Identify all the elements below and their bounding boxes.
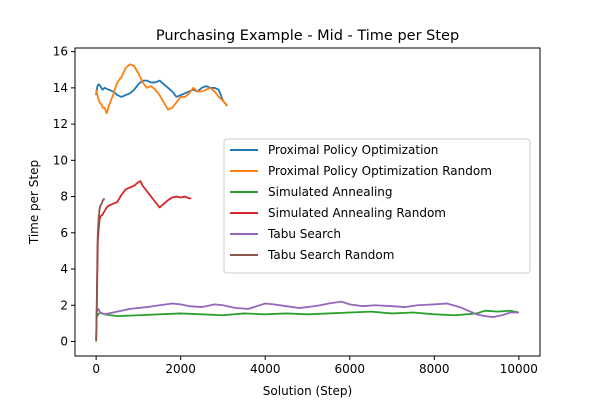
series-line-simulated-annealing — [95, 309, 520, 319]
x-tick-label: 2000 — [165, 362, 196, 376]
legend: Proximal Policy Optimization Proximal Pol… — [223, 138, 531, 274]
y-tick-label: 16 — [53, 45, 68, 59]
series-layer — [95, 63, 520, 342]
y-tick-label: 8 — [60, 190, 68, 204]
x-tick-label: 10000 — [500, 362, 538, 376]
y-axis: 0 2 4 6 8 10 12 14 16 — [53, 45, 75, 349]
series-line-tabu-search-random — [95, 197, 106, 342]
x-axis: 0 2000 4000 6000 8000 10000 — [92, 356, 538, 376]
legend-entry: Tabu Search — [267, 227, 341, 241]
x-tick-label: 4000 — [250, 362, 281, 376]
series-line-tabu-search — [95, 300, 519, 318]
chart-title: Purchasing Example - Mid - Time per Step — [156, 28, 459, 44]
legend-box — [223, 138, 531, 274]
y-tick-label: 10 — [53, 153, 68, 167]
legend-entry: Simulated Annealing — [268, 185, 393, 199]
legend-entry: Tabu Search Random — [267, 248, 394, 262]
y-tick-label: 2 — [60, 298, 68, 312]
legend-entry: Simulated Annealing Random — [268, 206, 446, 220]
y-tick-label: 14 — [53, 81, 68, 95]
x-tick-label: 0 — [92, 362, 100, 376]
series-line-proximal-policy-optimization-random — [95, 63, 228, 115]
x-tick-label: 8000 — [419, 362, 450, 376]
y-axis-label: Time per Step — [27, 160, 41, 245]
legend-entry: Proximal Policy Optimization Random — [268, 164, 492, 178]
y-tick-label: 4 — [60, 262, 68, 276]
x-tick-label: 6000 — [334, 362, 365, 376]
plot-frame — [74, 47, 541, 357]
y-tick-label: 0 — [60, 335, 68, 349]
legend-entry: Proximal Policy Optimization — [268, 143, 438, 157]
series-line-simulated-annealing-random — [95, 180, 192, 340]
y-tick-label: 12 — [53, 117, 68, 131]
x-axis-label: Solution (Step) — [263, 384, 352, 398]
series-line-proximal-policy-optimization — [95, 79, 228, 107]
y-tick-label: 6 — [60, 226, 68, 240]
